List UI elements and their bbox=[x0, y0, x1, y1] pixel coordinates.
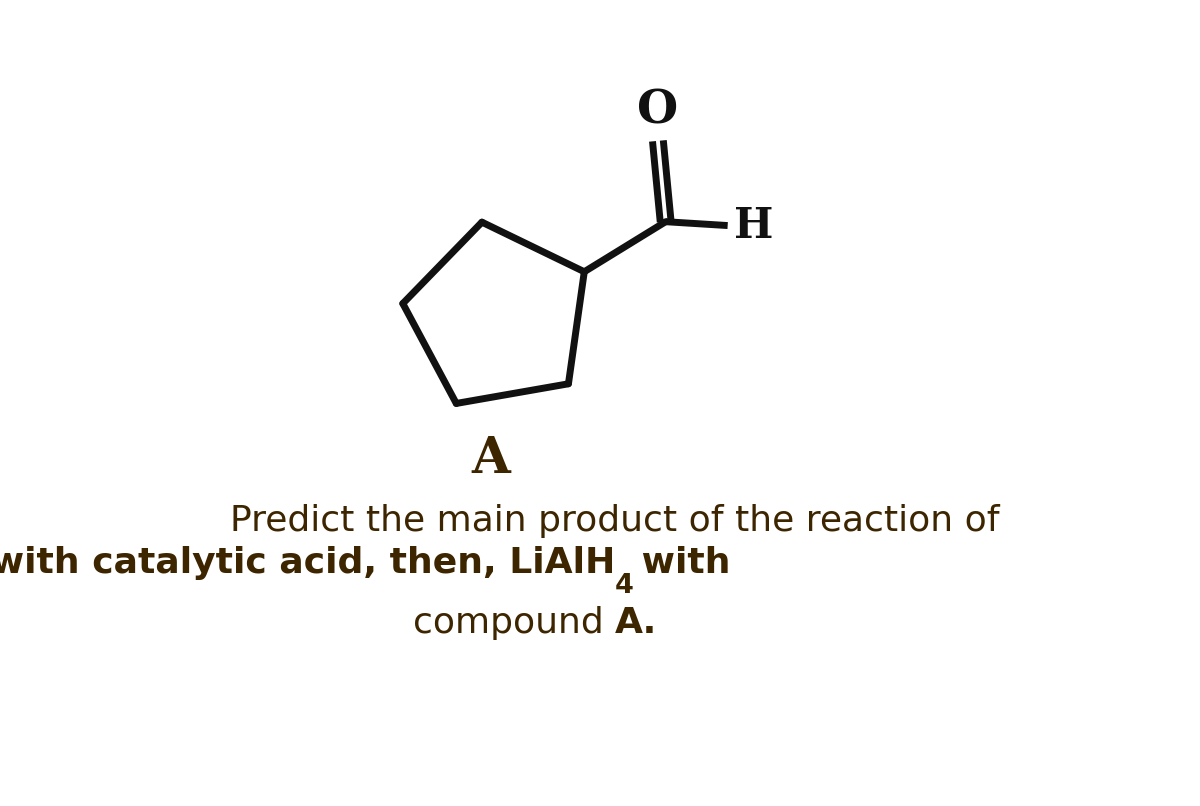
Text: Predict the main product of the reaction of: Predict the main product of the reaction… bbox=[230, 504, 1000, 538]
Text: 4: 4 bbox=[616, 573, 634, 600]
Text: H: H bbox=[734, 205, 773, 247]
Text: KCN with catalytic acid, then, LiAlH: KCN with catalytic acid, then, LiAlH bbox=[0, 546, 616, 580]
Text: A.: A. bbox=[616, 606, 658, 641]
Text: A: A bbox=[472, 435, 510, 484]
Text: compound: compound bbox=[413, 606, 616, 641]
Text: with: with bbox=[629, 546, 731, 580]
Text: O: O bbox=[637, 87, 678, 133]
